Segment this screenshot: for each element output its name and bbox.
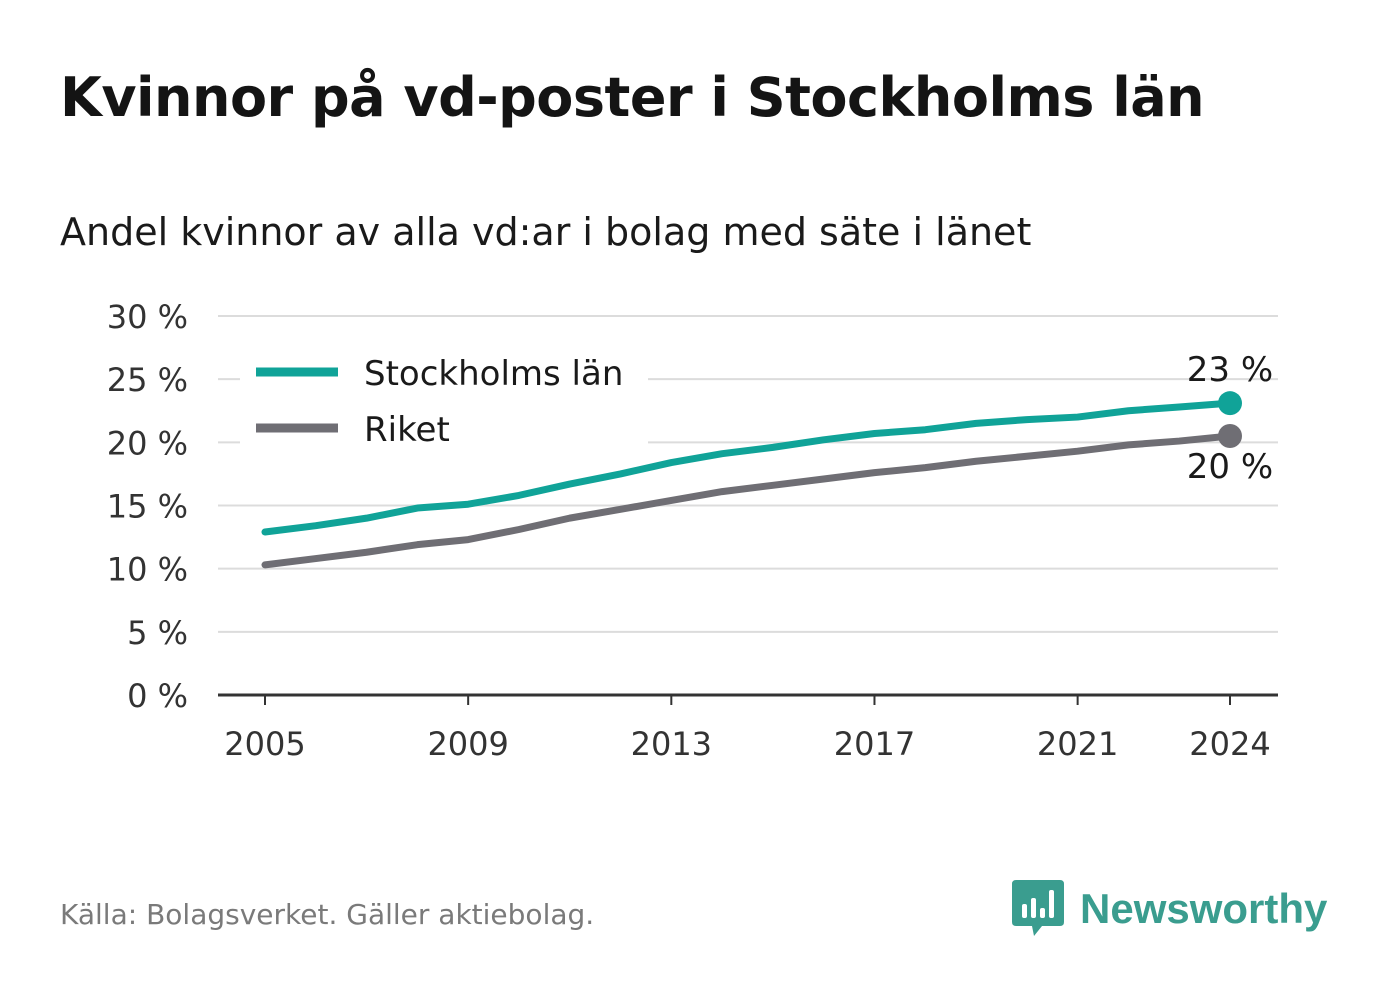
- brand-logo: Newsworthy: [1010, 878, 1327, 940]
- bar-chart-speech-bubble-icon: [1012, 880, 1064, 936]
- chart-title: Kvinnor på vd-poster i Stockholms län: [60, 66, 1205, 129]
- y-tick-label: 0 %: [127, 677, 188, 715]
- y-tick-label: 30 %: [107, 298, 188, 336]
- y-tick-label: 5 %: [127, 614, 188, 652]
- x-tick-label: 2024: [1189, 725, 1270, 763]
- chart-subtitle: Andel kvinnor av alla vd:ar i bolag med …: [60, 210, 1032, 254]
- y-tick-label: 25 %: [107, 361, 188, 399]
- y-tick-label: 10 %: [107, 551, 188, 589]
- source-note: Källa: Bolagsverket. Gäller aktiebolag.: [60, 898, 595, 931]
- x-tick-label: 2009: [427, 725, 508, 763]
- y-tick-label: 15 %: [107, 488, 188, 526]
- brand-name: Newsworthy: [1080, 885, 1328, 932]
- legend-label: Stockholms län: [364, 354, 623, 394]
- x-tick-label: 2013: [631, 725, 712, 763]
- data-label: 23 %: [1187, 350, 1273, 390]
- data-label: 20 %: [1187, 447, 1273, 487]
- legend-background: [240, 345, 648, 455]
- series-end-point: [1218, 424, 1242, 449]
- x-tick-label: 2021: [1037, 725, 1118, 763]
- x-tick-label: 2017: [834, 725, 915, 763]
- series-line: [261, 432, 1234, 569]
- y-tick-label: 20 %: [107, 424, 188, 462]
- series-line: [261, 399, 1234, 536]
- x-tick-label: 2005: [224, 725, 305, 763]
- series-end-point: [1218, 391, 1242, 416]
- legend-label: Riket: [364, 410, 450, 450]
